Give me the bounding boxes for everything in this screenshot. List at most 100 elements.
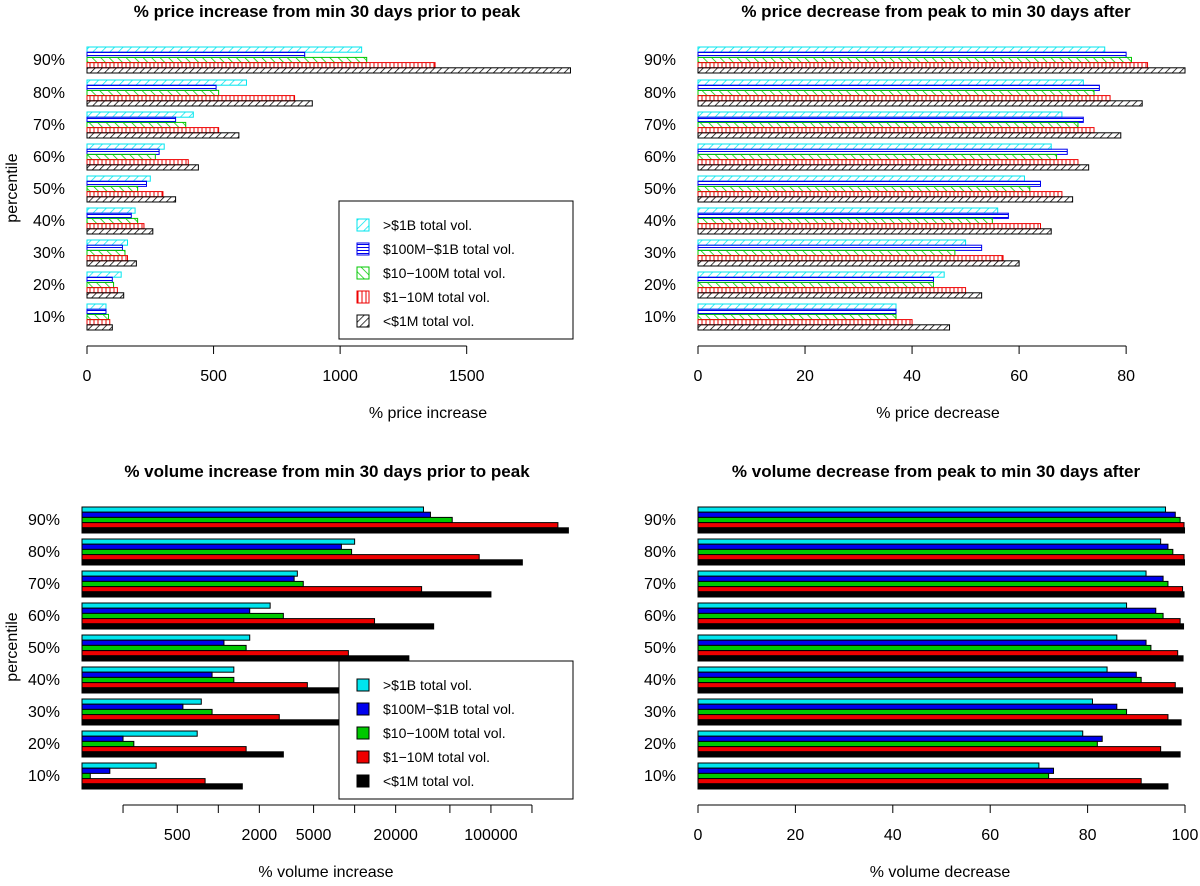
x-axis: 0 500 1000 1500 xyxy=(83,345,485,385)
bar-60pct-lt-1m xyxy=(697,164,1090,171)
x-axis: 0 20 40 60 80 xyxy=(694,345,1135,385)
bar-60pct-gt-1b xyxy=(697,602,1128,609)
bar-30pct-100m-1b xyxy=(86,244,123,251)
bar-group xyxy=(81,506,569,790)
x-tick-label: 100000 xyxy=(464,827,517,844)
x-tick-label: 0 xyxy=(694,827,703,844)
bar-50pct-lt-1m xyxy=(86,196,177,203)
bar-90pct-gt-1b xyxy=(86,46,363,53)
bar-10pct-lt-1m xyxy=(697,783,1169,790)
bar-70pct-10-100m xyxy=(697,121,1079,129)
bar-80pct-10-100m xyxy=(697,89,1095,97)
bar-20pct-100m-1b xyxy=(81,735,124,742)
legend-label-gt-1b: >$1B total vol. xyxy=(383,217,472,233)
bar-20pct-100m-1b xyxy=(697,735,1103,742)
y-tick-label: 20% xyxy=(28,736,60,753)
bar-80pct-gt-1b xyxy=(697,79,1084,86)
bar-30pct-1-10m xyxy=(697,255,1004,262)
volume-increase-chart: % volume increase from min 30 days prior… xyxy=(4,462,574,881)
y-tick-label: 80% xyxy=(28,544,60,561)
y-tick-label: 60% xyxy=(644,608,676,625)
bar-80pct-1-10m xyxy=(86,95,296,102)
legend-label-gt-1b: >$1B total vol. xyxy=(383,677,472,693)
y-axis: 10% 20% 30% 40% 50% 60% 70% 80% 90% xyxy=(644,512,676,785)
bar-20pct-gt-1b xyxy=(697,730,1084,737)
bar-40pct-lt-1m xyxy=(86,228,154,235)
bar-80pct-10-100m xyxy=(86,89,220,97)
bar-50pct-100m-1b xyxy=(86,180,147,187)
bar-70pct-gt-1b xyxy=(86,111,194,118)
bar-10pct-lt-1m xyxy=(86,324,113,331)
bar-60pct-100m-1b xyxy=(697,148,1068,155)
x-tick-label: 100 xyxy=(1172,827,1199,844)
legend-swatch-10-100m xyxy=(356,266,370,280)
bar-group xyxy=(697,46,1186,331)
bar-60pct-gt-1b xyxy=(81,602,271,609)
x-tick-label: 1500 xyxy=(449,368,485,385)
bar-20pct-10-100m xyxy=(86,281,115,289)
bar-40pct-1-10m xyxy=(86,223,145,230)
bar-20pct-lt-1m xyxy=(81,751,284,758)
legend-swatch-10-100m xyxy=(356,726,370,740)
bar-80pct-lt-1m xyxy=(86,100,313,107)
bar-70pct-100m-1b xyxy=(86,116,177,123)
bar-10pct-10-100m xyxy=(81,772,91,780)
bar-70pct-1-10m xyxy=(81,586,423,593)
bar-20pct-1-10m xyxy=(86,287,118,294)
bar-20pct-gt-1b xyxy=(86,271,122,278)
y-tick-label: 10% xyxy=(644,309,676,326)
x-tick-label: 60 xyxy=(1010,368,1028,385)
bar-90pct-100m-1b xyxy=(697,511,1176,518)
y-tick-label: 90% xyxy=(644,52,676,69)
legend-swatch-gt-1b xyxy=(356,218,370,232)
y-tick-label: 70% xyxy=(28,576,60,593)
chart-title: % volume increase from min 30 days prior… xyxy=(124,462,530,481)
bar-20pct-10-100m xyxy=(697,740,1098,748)
bar-40pct-gt-1b xyxy=(86,207,136,214)
bar-80pct-gt-1b xyxy=(81,538,356,545)
legend-box xyxy=(338,200,574,340)
bar-90pct-lt-1m xyxy=(81,527,569,534)
x-tick-label: 40 xyxy=(884,827,902,844)
bar-60pct-100m-1b xyxy=(86,148,160,155)
bar-80pct-10-100m xyxy=(81,548,353,556)
bar-50pct-gt-1b xyxy=(86,175,151,182)
bar-60pct-1-10m xyxy=(86,159,189,166)
bar-50pct-10-100m xyxy=(697,185,1031,193)
bar-30pct-1-10m xyxy=(697,714,1169,721)
x-tick-label: 80 xyxy=(1117,368,1135,385)
x-tick-label: 80 xyxy=(1079,827,1097,844)
bar-80pct-1-10m xyxy=(697,95,1111,102)
bar-40pct-10-100m xyxy=(81,676,235,684)
legend: >$1B total vol. $100M−$1B total vol. $10… xyxy=(338,200,574,340)
legend-swatch-100m-1b xyxy=(356,702,370,716)
legend-swatch-lt-1m xyxy=(356,314,370,328)
bar-10pct-1-10m xyxy=(697,319,913,326)
y-tick-label: 40% xyxy=(644,672,676,689)
bar-90pct-10-100m xyxy=(81,516,453,524)
x-tick-label: 20 xyxy=(796,368,814,385)
x-tick-label: 500 xyxy=(164,827,191,844)
bar-10pct-10-100m xyxy=(86,313,110,321)
bar-90pct-10-100m xyxy=(86,56,368,64)
bar-60pct-gt-1b xyxy=(697,143,1052,150)
bar-70pct-1-10m xyxy=(86,127,220,134)
bar-50pct-lt-1m xyxy=(697,655,1184,662)
bar-40pct-10-100m xyxy=(86,217,139,225)
bar-30pct-gt-1b xyxy=(81,698,202,705)
bar-20pct-lt-1m xyxy=(697,751,1181,758)
y-tick-label: 80% xyxy=(644,544,676,561)
bar-40pct-100m-1b xyxy=(697,212,1009,219)
bar-60pct-10-100m xyxy=(697,153,1058,161)
bar-90pct-lt-1m xyxy=(697,527,1186,534)
bar-70pct-lt-1m xyxy=(86,132,240,139)
bar-70pct-lt-1m xyxy=(697,132,1122,139)
x-axis-label: % volume increase xyxy=(258,864,393,881)
bar-70pct-10-100m xyxy=(86,121,187,129)
bar-70pct-gt-1b xyxy=(81,570,298,577)
bar-80pct-100m-1b xyxy=(697,543,1169,550)
bar-30pct-lt-1m xyxy=(81,719,342,726)
bar-10pct-100m-1b xyxy=(86,308,107,315)
bar-50pct-100m-1b xyxy=(81,639,225,646)
y-tick-label: 20% xyxy=(644,736,676,753)
